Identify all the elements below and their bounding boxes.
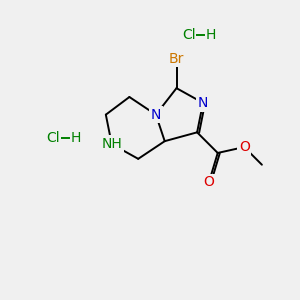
Text: H: H — [70, 131, 81, 145]
Text: Br: Br — [169, 52, 184, 66]
Text: Cl: Cl — [182, 28, 196, 42]
Text: O: O — [239, 140, 250, 154]
Text: N: N — [151, 108, 161, 122]
Text: Cl: Cl — [46, 131, 60, 145]
Text: N: N — [198, 96, 208, 110]
Text: H: H — [206, 28, 216, 42]
Text: O: O — [203, 176, 214, 189]
Text: NH: NH — [101, 137, 122, 151]
